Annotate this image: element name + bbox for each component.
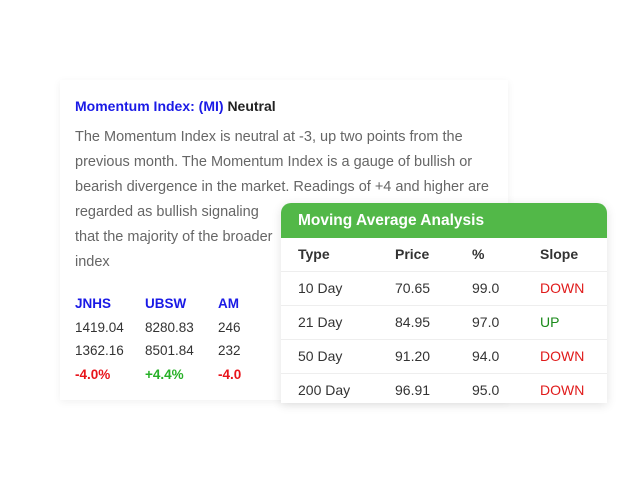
ticker-ubsw: UBSW 8280.83 8501.84 +4.4% xyxy=(145,292,194,386)
ticker-value: 1419.04 xyxy=(75,319,124,335)
cell-pct: 95.0 xyxy=(472,382,500,398)
cell-price: 96.91 xyxy=(395,382,431,398)
ticker-jnhs: JNHS 1419.04 1362.16 -4.0% xyxy=(75,292,124,386)
cell-pct: 99.0 xyxy=(472,280,500,296)
cell-type: 200 Day xyxy=(298,382,351,398)
col-slope: Slope xyxy=(540,246,579,262)
cell-slope: DOWN xyxy=(540,348,585,364)
table-row: 21 Day 84.95 97.0 UP xyxy=(281,306,607,340)
momentum-title: Momentum Index: (MI) Neutral xyxy=(75,98,276,114)
ticker-value: 1362.16 xyxy=(75,343,124,358)
cell-pct: 97.0 xyxy=(472,314,500,330)
table-row: 200 Day 96.91 95.0 DOWN xyxy=(281,374,607,403)
ticker-change: -4.0 xyxy=(218,366,242,382)
cell-price: 70.65 xyxy=(395,280,431,296)
momentum-label: Momentum Index: (MI) xyxy=(75,98,224,114)
cell-type: 10 Day xyxy=(298,280,343,296)
table-row: 10 Day 70.65 99.0 DOWN xyxy=(281,272,607,306)
moving-average-card: Moving Average Analysis Type Price % Slo… xyxy=(281,203,607,403)
cell-slope: UP xyxy=(540,314,560,330)
cell-pct: 94.0 xyxy=(472,348,500,364)
cell-slope: DOWN xyxy=(540,280,585,296)
momentum-status: Neutral xyxy=(227,98,276,114)
ticker-value: 8280.83 xyxy=(145,319,194,335)
ticker-value: 246 xyxy=(218,319,241,335)
ticker-am: AM 246 232 -4.0 xyxy=(218,292,241,386)
col-pct: % xyxy=(472,246,485,262)
ticker-change: +4.4% xyxy=(145,366,184,382)
ticker-symbol[interactable]: JNHS xyxy=(75,296,112,311)
momentum-description: The Momentum Index is neutral at -3, up … xyxy=(75,129,489,270)
table-row: 50 Day 91.20 94.0 DOWN xyxy=(281,340,607,374)
cell-type: 21 Day xyxy=(298,314,343,330)
ticker-symbol[interactable]: UBSW xyxy=(145,296,187,311)
col-type: Type xyxy=(298,246,330,262)
cell-type: 50 Day xyxy=(298,348,343,364)
card-title: Moving Average Analysis xyxy=(281,203,607,238)
ticker-value: 8501.84 xyxy=(145,343,194,358)
cell-price: 91.20 xyxy=(395,348,431,364)
ticker-value: 232 xyxy=(218,343,241,358)
cell-slope: DOWN xyxy=(540,382,585,398)
cell-price: 84.95 xyxy=(395,314,431,330)
col-price: Price xyxy=(395,246,430,262)
table-header: Type Price % Slope xyxy=(281,238,607,272)
ticker-change: -4.0% xyxy=(75,366,111,382)
ticker-symbol[interactable]: AM xyxy=(218,296,239,311)
momentum-description-block: The Momentum Index is neutral at -3, up … xyxy=(75,125,495,400)
